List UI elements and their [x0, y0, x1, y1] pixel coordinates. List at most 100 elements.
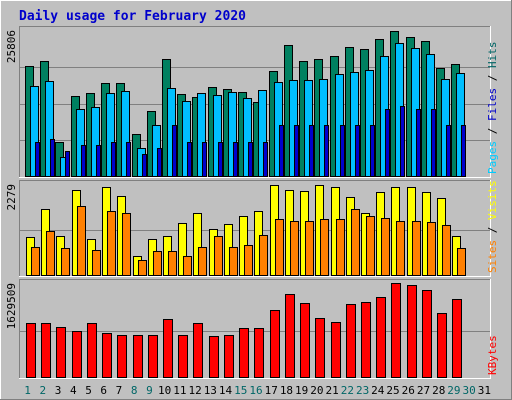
- bar-kbytes-day-24: [376, 297, 386, 378]
- bar-pages-day-18: [294, 125, 299, 177]
- y-max-label: 2279: [5, 184, 18, 211]
- bar-sites-day-8: [138, 260, 147, 276]
- bar-sites-day-14: [229, 247, 238, 276]
- bar-sites-day-18: [290, 221, 299, 276]
- bar-kbytes-day-22: [346, 304, 356, 378]
- bar-kbytes-day-27: [422, 290, 432, 378]
- bar-files-day-1: [30, 86, 39, 177]
- x-tick-label-8: 8: [131, 384, 138, 397]
- chart-panels: 25806 Pages / Files / Hits 2279 Sites / Vis…: [5, 26, 499, 379]
- bar-sites-day-11: [183, 256, 192, 276]
- x-tick-label-31: 31: [478, 384, 491, 397]
- bar-pages-day-12: [202, 142, 207, 177]
- bar-kbytes-day-2: [41, 323, 51, 378]
- bar-sites-day-4: [77, 206, 86, 276]
- bar-pages-day-14: [233, 142, 238, 177]
- bar-kbytes-day-29: [452, 299, 462, 378]
- bar-pages-day-21: [340, 125, 345, 177]
- y-axis-label-part: /: [486, 121, 499, 141]
- bar-sites-day-25: [396, 221, 405, 276]
- y-axis-label-part: Pages: [486, 141, 499, 174]
- bar-sites-day-22: [351, 209, 360, 276]
- bar-sites-day-23: [366, 216, 375, 276]
- bar-pages-day-22: [355, 125, 360, 177]
- x-tick-label-10: 10: [158, 384, 171, 397]
- x-tick-label-12: 12: [188, 384, 201, 397]
- bar-pages-day-27: [431, 109, 436, 177]
- bar-pages-day-29: [461, 125, 466, 177]
- bar-kbytes-day-28: [437, 313, 447, 378]
- bar-kbytes-day-6: [102, 333, 112, 378]
- bar-sites-day-1: [31, 247, 40, 276]
- x-tick-label-23: 23: [356, 384, 369, 397]
- x-tick-label-9: 9: [146, 384, 153, 397]
- bar-kbytes-day-18: [285, 294, 295, 378]
- bar-visits-day-11: [178, 223, 187, 276]
- bar-pages-day-26: [416, 109, 421, 177]
- bar-kbytes-day-19: [300, 303, 310, 378]
- bar-visits-day-12: [193, 213, 202, 276]
- x-tick-label-26: 26: [402, 384, 415, 397]
- bar-sites-day-7: [122, 213, 131, 276]
- bar-sites-day-12: [198, 247, 207, 276]
- bar-kbytes-day-26: [407, 285, 417, 378]
- x-tick-label-1: 1: [24, 384, 31, 397]
- chart-title: Daily usage for February 2020: [19, 9, 246, 24]
- x-tick-label-19: 19: [295, 384, 308, 397]
- bar-kbytes-day-21: [331, 322, 341, 378]
- bar-pages-day-28: [446, 125, 451, 177]
- bar-kbytes-day-10: [163, 319, 173, 378]
- bar-files-day-22: [350, 72, 359, 177]
- bar-kbytes-day-5: [87, 323, 97, 378]
- bar-pages-day-15: [248, 142, 253, 177]
- bar-sites-day-3: [61, 248, 70, 276]
- x-tick-label-7: 7: [116, 384, 123, 397]
- bar-files-day-7: [121, 91, 130, 177]
- x-tick-label-25: 25: [386, 384, 399, 397]
- bar-files-day-16: [258, 90, 267, 177]
- bar-pages-day-11: [187, 142, 192, 177]
- x-tick-label-29: 29: [447, 384, 460, 397]
- bar-pages-day-19: [309, 125, 314, 177]
- x-tick-label-21: 21: [326, 384, 339, 397]
- bar-files-day-15: [243, 98, 252, 177]
- bar-files-day-14: [228, 92, 237, 177]
- bar-sites-day-13: [214, 236, 223, 276]
- bar-sites-day-17: [275, 219, 284, 276]
- bar-pages-day-17: [279, 125, 284, 177]
- x-tick-label-17: 17: [265, 384, 278, 397]
- y-axis-label-part: Visits: [486, 180, 499, 220]
- bar-sites-day-21: [336, 219, 345, 276]
- bar-files-day-12: [197, 93, 206, 177]
- bar-pages-day-25: [400, 106, 405, 177]
- bar-kbytes-day-1: [26, 323, 36, 378]
- bar-kbytes-day-25: [391, 283, 401, 378]
- bar-kbytes-day-9: [148, 335, 158, 378]
- y-axis-label: Pages / Files / Hits: [486, 42, 499, 175]
- y-axis-label-part: Files: [486, 88, 499, 121]
- bar-files-day-6: [106, 93, 115, 177]
- bar-sites-day-24: [381, 218, 390, 276]
- bar-sites-day-9: [153, 251, 162, 276]
- bar-pages-day-6: [111, 142, 116, 177]
- x-tick-label-15: 15: [234, 384, 247, 397]
- bar-sites-day-5: [92, 250, 101, 276]
- x-tick-label-5: 5: [85, 384, 92, 397]
- bar-pages-day-3: [65, 151, 70, 177]
- bar-sites-day-15: [244, 245, 253, 276]
- x-tick-label-24: 24: [371, 384, 385, 397]
- bar-pages-day-23: [370, 125, 375, 177]
- bar-sites-day-19: [305, 221, 314, 276]
- bar-sites-day-10: [168, 251, 177, 276]
- x-tick-label-16: 16: [249, 384, 262, 397]
- x-tick-label-13: 13: [204, 384, 217, 397]
- bar-kbytes-day-14: [224, 335, 234, 378]
- x-tick-label-28: 28: [432, 384, 445, 397]
- bar-kbytes-day-3: [56, 327, 66, 378]
- panel-hits-files-pages: 25806 Pages / Files / Hits: [5, 26, 499, 178]
- bar-pages-day-4: [81, 145, 86, 177]
- bar-kbytes-day-20: [315, 318, 325, 378]
- x-tick-label-30: 30: [463, 384, 476, 397]
- bar-files-day-5: [91, 107, 100, 177]
- bar-sites-day-6: [107, 211, 116, 276]
